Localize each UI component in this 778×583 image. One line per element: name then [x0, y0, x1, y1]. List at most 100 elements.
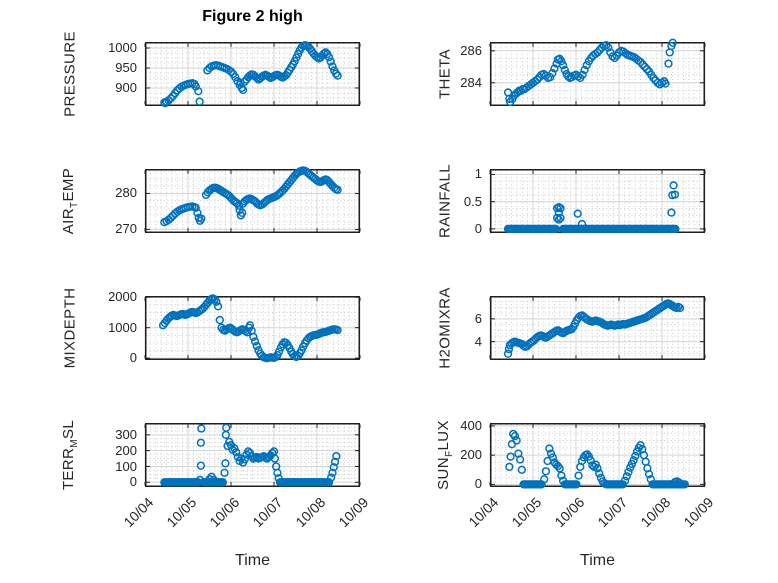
y-tick-label: 280	[115, 185, 137, 201]
y-tick-label: 0.5	[463, 193, 482, 209]
x-tick-label: 10/06	[551, 494, 588, 531]
data-points-pressure	[160, 41, 342, 108]
axes-frame	[145, 42, 360, 106]
data-points-mixdepth	[158, 294, 342, 363]
x-tick-label: 10/04	[120, 494, 157, 531]
axes-frame	[145, 296, 360, 360]
y-axis-label-subscript: T	[69, 201, 80, 209]
plot-canvas-air-temp	[144, 166, 361, 233]
y-tick-label: 0	[474, 476, 482, 492]
y-tick-label: 900	[115, 80, 137, 95]
y-axis-label-text: SUN	[435, 457, 452, 490]
plot-canvas-mixdepth	[144, 294, 361, 363]
y-axis-label-text: THETA	[436, 48, 454, 100]
y-tick-label: 4	[474, 333, 482, 349]
y-tick-label: 284	[460, 74, 482, 90]
y-tick-label: 400	[460, 417, 482, 433]
x-tick-label: 10/09	[680, 494, 717, 531]
y-axis-label-air-temp: AIRTEMP	[60, 168, 80, 234]
x-tick-label: 10/04	[465, 494, 502, 531]
x-tick-label: 10/07	[249, 494, 286, 531]
y-tick-label: 2000	[108, 289, 137, 305]
tick-marks	[489, 170, 706, 232]
y-axis-label-text: PRESSURE	[61, 31, 79, 117]
y-axis-label-text: TERR	[60, 447, 77, 491]
x-tick-label: 10/06	[206, 494, 243, 531]
tick-marks	[144, 296, 361, 359]
x-tick-label: 10/08	[637, 494, 674, 531]
y-tick-label: 0	[129, 474, 137, 490]
y-axis-label-mixdepth: MIXDEPTH	[62, 288, 79, 369]
y-axis-label-text: LUX	[435, 420, 452, 451]
y-axis-label-theta: THETA	[437, 49, 454, 99]
axes-frame	[490, 169, 705, 233]
y-tick-label: 200	[115, 442, 137, 458]
tick-marks	[144, 170, 361, 232]
y-axis-label-h2omixra: H2OMIXRA	[437, 287, 454, 369]
x-tick-label: 10/07	[594, 494, 631, 531]
y-tick-label: 270	[115, 221, 137, 237]
x-tick-label: 10/08	[292, 494, 329, 531]
data-points-theta	[503, 38, 677, 107]
y-axis-label-pressure: PRESSURE	[62, 31, 79, 117]
x-axis-label-right: Time	[580, 552, 615, 569]
subplot-air-temp: 270 280 AIRTEMP	[60, 166, 361, 236]
tick-marks	[489, 297, 706, 359]
y-tick-label: 300	[115, 426, 137, 442]
y-tick-label: 100	[115, 458, 137, 474]
plot-canvas-sun-flux	[489, 423, 706, 489]
y-tick-label: 0	[129, 350, 137, 366]
minor-grid	[491, 170, 704, 232]
tick-marks	[489, 43, 706, 105]
axes-frame	[145, 423, 360, 487]
y-axis-label-terr-msl: TERRMSL	[60, 420, 80, 490]
y-axis-label-text: MIXDEPTH	[61, 287, 79, 369]
axes-frame	[490, 296, 705, 360]
plot-canvas-terr-msl	[144, 423, 361, 487]
subplot-pressure: 900 950 1000 PRESSURE	[62, 31, 361, 117]
y-axis-label-text: RAINFALL	[436, 163, 454, 239]
x-axis-label-left: Time	[235, 552, 270, 569]
y-axis-label-text: EMP	[60, 167, 77, 202]
y-tick-label: 1	[474, 166, 482, 182]
tick-marks	[144, 43, 361, 105]
y-axis-label-subscript: F	[444, 450, 455, 458]
y-tick-label: 1000	[108, 319, 137, 335]
data-points-sun-flux	[505, 429, 689, 489]
y-tick-label: 950	[115, 60, 137, 75]
major-grid	[489, 170, 706, 232]
y-axis-label-sun-flux: SUNFLUX	[435, 420, 455, 490]
y-axis-label-text: SL	[60, 419, 77, 439]
subplot-h2omixra: 4 6 H2OMIXRA	[437, 287, 706, 369]
axes-frame	[145, 169, 360, 233]
plot-canvas-h2omixra	[489, 296, 706, 360]
data-points-rainfall	[503, 181, 680, 234]
subplot-rainfall: 0 0.5 1 RAINFALL	[437, 164, 706, 238]
y-tick-label: 6	[474, 310, 482, 326]
data-points-air-temp	[160, 166, 342, 227]
x-tick-label: 10/09	[335, 494, 372, 531]
subplot-terr-msl: 0 100 200 300 TERRMSL 10/04 10/05 10/06 10/07 10/…	[60, 420, 371, 530]
subplot-theta: 284 286 THETA	[437, 38, 706, 107]
data-points-h2omixra	[503, 299, 685, 358]
plot-canvas-theta	[489, 38, 706, 107]
y-axis-label-subscript: M	[69, 438, 80, 448]
y-tick-label: 0	[474, 220, 482, 236]
y-tick-label: 1000	[108, 40, 137, 55]
y-axis-label-text: AIR	[60, 208, 77, 235]
plot-canvas-rainfall	[489, 169, 706, 234]
data-points-terr-msl	[160, 423, 341, 487]
y-axis-label-rainfall: RAINFALL	[437, 164, 454, 238]
axes-frame	[490, 42, 705, 106]
subplot-sun-flux: 0 200 400 SUNFLUX 10/04 10/05 10/06 10/07 10/08 1…	[435, 418, 716, 530]
axes-frame	[490, 423, 705, 487]
x-tick-label: 10/05	[163, 494, 200, 531]
x-tick-label: 10/05	[508, 494, 545, 531]
y-tick-label: 286	[460, 42, 482, 58]
y-axis-label-text: H2OMIXRA	[436, 287, 454, 369]
plot-canvas-pressure	[144, 41, 361, 108]
figure-title: Figure 2 high	[202, 8, 303, 25]
y-tick-label: 200	[460, 447, 482, 463]
subplot-mixdepth: 0 1000 2000 MIXDEPTH	[62, 288, 361, 368]
